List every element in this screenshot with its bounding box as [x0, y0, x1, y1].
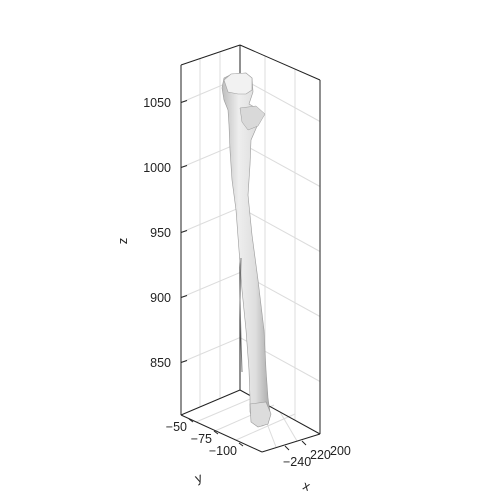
- z-axis-label: z: [115, 238, 130, 245]
- z-tick-mark: [180, 295, 188, 298]
- z-axis: 850 900 950 1000 1050: [143, 96, 188, 370]
- z-tick-label: 850: [150, 356, 171, 370]
- bone-tuberosity: [239, 105, 266, 131]
- bone-shadow-line: [239, 257, 243, 373]
- y-tick-label: −50: [166, 420, 187, 434]
- bone-proximal-head: [223, 72, 253, 95]
- y-axis-label: y: [193, 469, 205, 485]
- floor-grid-line: [195, 396, 256, 423]
- bottom-back-left-edge: [180, 389, 241, 416]
- bone-surface: [221, 72, 272, 428]
- x-tick-mark: [284, 445, 290, 451]
- z-tick-label: 1050: [143, 96, 171, 110]
- y-tick-mark: [213, 430, 219, 435]
- z-tick-mark: [180, 165, 188, 168]
- bottom-x-axis-edge: [261, 433, 321, 453]
- bone-distal-end: [249, 401, 272, 428]
- floor-grid-line: [279, 411, 298, 442]
- top-right-edge: [239, 44, 321, 81]
- y-tick-mark: [188, 418, 194, 423]
- x-tick-mark: [301, 440, 307, 446]
- z-tick-label: 900: [150, 291, 171, 305]
- z-tick-label: 950: [150, 226, 171, 240]
- z-tick-label: 1000: [143, 161, 171, 175]
- bottom-y-axis-edge: [180, 414, 263, 453]
- y-tick-mark: [238, 442, 244, 447]
- y-tick-label: −100: [209, 444, 237, 458]
- z-tick-mark: [180, 230, 188, 233]
- x-axis-label: x: [301, 478, 313, 494]
- y-tick-label: −75: [191, 432, 212, 446]
- x-tick-label: 200: [330, 444, 351, 458]
- floor-grid-line: [235, 413, 296, 441]
- x-tick-label: 220: [310, 448, 331, 462]
- x-tick-label: −240: [283, 455, 311, 469]
- top-left-edge: [180, 44, 241, 66]
- y-axis: −50 −75−100: [166, 418, 244, 458]
- z-tick-mark: [180, 100, 188, 103]
- z-tick-mark: [180, 360, 188, 363]
